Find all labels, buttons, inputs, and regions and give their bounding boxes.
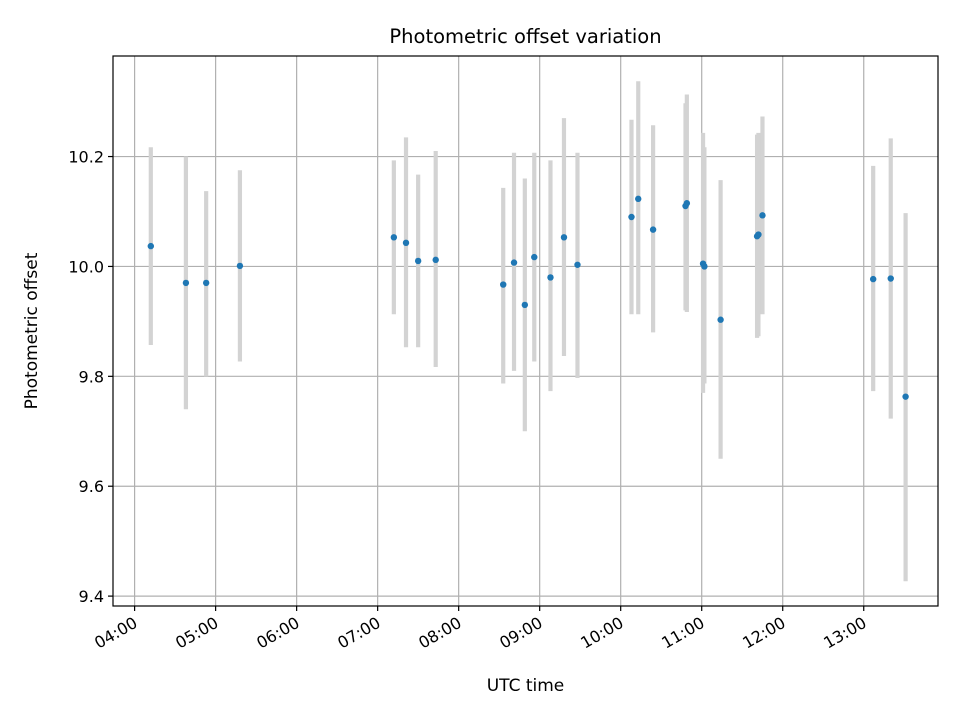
x-tick-label: 10:00 — [577, 613, 626, 653]
data-point — [701, 263, 708, 270]
data-point — [887, 275, 894, 282]
data-point — [717, 316, 724, 323]
data-point — [755, 231, 762, 238]
data-point — [432, 256, 439, 264]
y-axis-label: Photometric offset — [22, 252, 42, 409]
data-point — [182, 279, 190, 287]
x-tick-label: 06:00 — [253, 613, 302, 653]
data-point — [759, 212, 766, 219]
data-point — [869, 275, 877, 283]
x-axis-label: UTC time — [487, 676, 565, 696]
x-axis: 04:00 05:00 06:00 07:00 08:00 09:00 10:00 11:00… — [91, 606, 870, 653]
data-point — [560, 234, 568, 241]
x-tick-label: 08:00 — [415, 613, 464, 653]
data-point — [202, 279, 210, 287]
y-axis: 9.4 9.6 9.8 10.0 10.2 — [68, 148, 113, 606]
data-point — [683, 200, 691, 207]
y-tick-label: 10.0 — [68, 257, 104, 276]
data-point — [236, 262, 244, 270]
x-tick-label: 09:00 — [496, 613, 545, 653]
x-tick-label: 04:00 — [91, 613, 140, 653]
data-point — [635, 195, 642, 203]
data-point — [147, 242, 155, 250]
x-tick-label: 12:00 — [739, 613, 788, 653]
data-point — [547, 274, 554, 281]
data-point — [402, 239, 410, 247]
data-point — [574, 261, 581, 268]
x-tick-label: 13:00 — [820, 613, 869, 653]
x-tick-label: 05:00 — [172, 613, 221, 653]
data-point — [500, 281, 507, 288]
data-points — [147, 195, 909, 400]
y-tick-label: 9.6 — [79, 477, 104, 496]
data-point — [521, 301, 529, 309]
y-tick-label: 9.8 — [79, 367, 104, 386]
data-point — [649, 226, 657, 233]
data-point — [628, 213, 635, 221]
plot-frame — [112, 55, 939, 607]
data-point — [902, 393, 909, 400]
y-tick-label: 9.4 — [79, 587, 104, 606]
data-point — [531, 253, 538, 261]
data-point — [510, 259, 518, 266]
chart-title: Photometric offset variation — [389, 25, 661, 48]
y-tick-label: 10.2 — [68, 148, 104, 167]
data-point — [414, 257, 422, 265]
x-tick-label: 11:00 — [658, 613, 707, 653]
data-point — [390, 234, 398, 241]
x-tick-label: 07:00 — [334, 613, 383, 653]
